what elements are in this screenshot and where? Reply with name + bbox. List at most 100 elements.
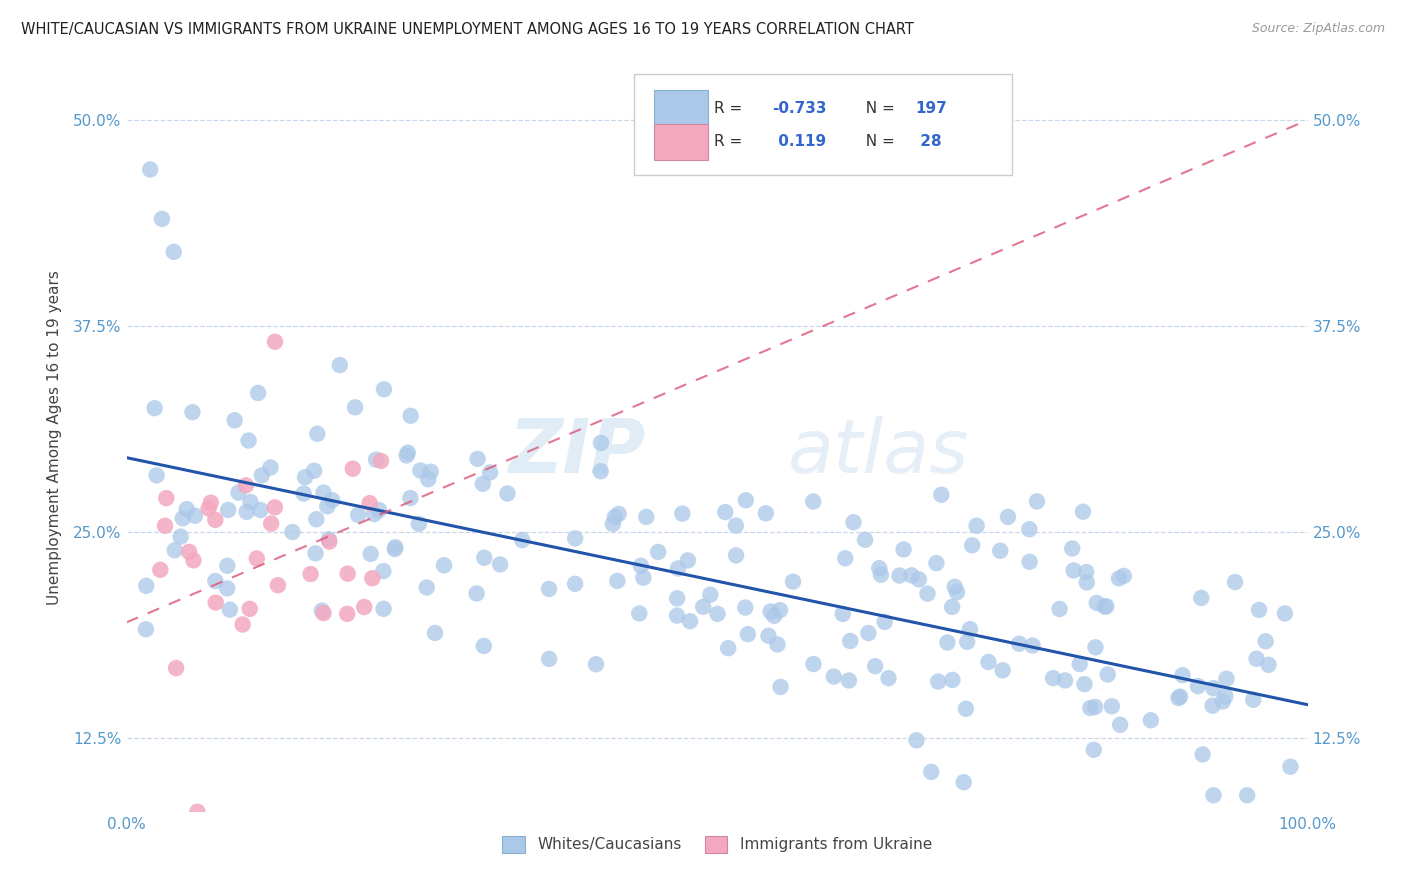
Point bbox=[1071, 505, 1094, 519]
Point bbox=[666, 561, 689, 575]
Point bbox=[679, 614, 702, 628]
Point bbox=[917, 587, 939, 601]
Point bbox=[239, 602, 262, 616]
Point bbox=[200, 496, 222, 510]
Point bbox=[737, 627, 759, 641]
Point bbox=[149, 563, 172, 577]
Point bbox=[170, 530, 193, 544]
Point bbox=[384, 542, 406, 557]
Point bbox=[960, 538, 983, 552]
Point bbox=[153, 518, 176, 533]
Point bbox=[925, 556, 948, 570]
Point bbox=[145, 468, 167, 483]
Point bbox=[997, 509, 1019, 524]
Point bbox=[1026, 494, 1049, 508]
Point bbox=[423, 626, 446, 640]
Point bbox=[361, 571, 384, 585]
Point bbox=[1021, 639, 1043, 653]
Point bbox=[1223, 575, 1246, 590]
Point bbox=[384, 540, 406, 554]
Text: WHITE/CAUCASIAN VS IMMIGRANTS FROM UKRAINE UNEMPLOYMENT AMONG AGES 16 TO 19 YEAR: WHITE/CAUCASIAN VS IMMIGRANTS FROM UKRAI… bbox=[21, 22, 914, 37]
Point bbox=[250, 468, 273, 483]
Point bbox=[803, 657, 825, 671]
Point bbox=[1094, 599, 1116, 614]
Point bbox=[359, 496, 381, 510]
Point bbox=[163, 543, 186, 558]
Point bbox=[959, 622, 981, 636]
Point bbox=[360, 547, 382, 561]
Point bbox=[373, 564, 395, 578]
Point bbox=[294, 470, 316, 484]
Point bbox=[336, 566, 359, 581]
Point bbox=[725, 549, 748, 563]
Point bbox=[858, 626, 880, 640]
Point bbox=[235, 478, 257, 492]
Point bbox=[139, 162, 162, 177]
Point bbox=[415, 581, 437, 595]
Point bbox=[368, 503, 391, 517]
Text: R =: R = bbox=[713, 101, 747, 116]
Point bbox=[312, 606, 335, 620]
Point bbox=[143, 401, 166, 416]
Point bbox=[1054, 673, 1077, 688]
Point bbox=[699, 588, 721, 602]
Point bbox=[1189, 591, 1212, 605]
Text: Source: ZipAtlas.com: Source: ZipAtlas.com bbox=[1251, 22, 1385, 36]
Point bbox=[1168, 690, 1191, 704]
Point bbox=[263, 500, 285, 515]
Point bbox=[399, 491, 422, 505]
Point bbox=[197, 501, 219, 516]
FancyBboxPatch shape bbox=[654, 90, 707, 126]
Point bbox=[1247, 603, 1270, 617]
Point bbox=[224, 413, 246, 427]
Point bbox=[489, 558, 512, 572]
Point bbox=[465, 586, 488, 600]
Point bbox=[893, 542, 915, 557]
Point bbox=[246, 551, 269, 566]
Point bbox=[759, 605, 782, 619]
Point bbox=[1062, 541, 1084, 556]
Point bbox=[734, 600, 756, 615]
Point bbox=[1212, 694, 1234, 708]
Point bbox=[342, 461, 364, 475]
Point bbox=[260, 516, 283, 531]
Point bbox=[564, 532, 586, 546]
Point bbox=[647, 545, 669, 559]
Point bbox=[952, 775, 974, 789]
Point bbox=[344, 401, 367, 415]
Point bbox=[1254, 634, 1277, 648]
Point bbox=[1097, 667, 1119, 681]
Point bbox=[1084, 700, 1107, 714]
Point bbox=[408, 516, 430, 531]
Point bbox=[1187, 679, 1209, 693]
Point bbox=[671, 507, 693, 521]
Point bbox=[204, 596, 226, 610]
Point bbox=[409, 463, 432, 477]
Text: 197: 197 bbox=[915, 101, 948, 116]
Point bbox=[364, 452, 387, 467]
Point bbox=[900, 568, 922, 582]
Point bbox=[931, 488, 953, 502]
Point bbox=[1246, 651, 1268, 665]
Point bbox=[235, 505, 257, 519]
Point bbox=[292, 486, 315, 500]
Point bbox=[769, 603, 792, 617]
Point bbox=[630, 558, 652, 573]
Point bbox=[238, 434, 260, 448]
Point bbox=[336, 607, 359, 621]
Point bbox=[321, 493, 343, 508]
Point bbox=[318, 534, 340, 549]
Point bbox=[239, 495, 262, 509]
Point bbox=[589, 464, 612, 478]
Point bbox=[135, 579, 157, 593]
Point bbox=[418, 472, 440, 486]
Point bbox=[281, 524, 304, 539]
Point bbox=[607, 507, 630, 521]
Point bbox=[955, 702, 977, 716]
Point bbox=[373, 382, 395, 396]
Point bbox=[1063, 563, 1085, 577]
Point bbox=[734, 493, 756, 508]
Point bbox=[1241, 692, 1264, 706]
Point bbox=[1202, 789, 1225, 803]
Point bbox=[305, 512, 328, 526]
